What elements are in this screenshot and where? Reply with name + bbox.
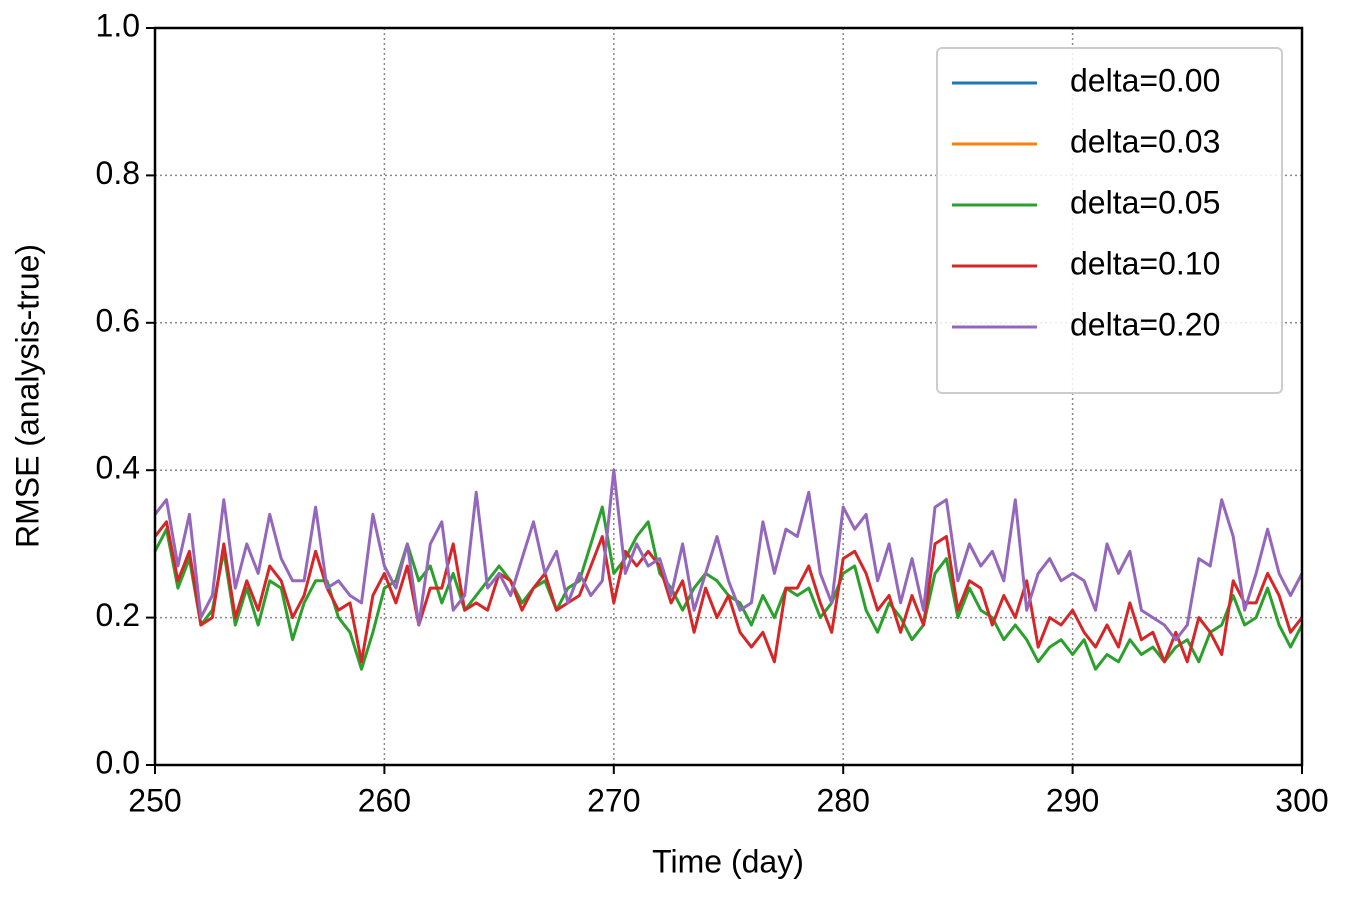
- legend-label: delta=0.10: [1070, 245, 1220, 281]
- y-tick-label: 0.2: [96, 597, 140, 633]
- legend-label: delta=0.05: [1070, 184, 1220, 220]
- legend-box: [936, 47, 1283, 394]
- y-tick-label: 1.0: [96, 7, 140, 43]
- x-tick-label: 290: [1046, 782, 1099, 818]
- y-tick-label: 0.0: [96, 744, 140, 780]
- x-tick-label: 250: [128, 782, 181, 818]
- series-line: [153, 520, 1304, 664]
- legend-label: delta=0.20: [1070, 306, 1220, 342]
- y-tick-label: 0.6: [96, 302, 140, 338]
- x-tick-label: 300: [1275, 782, 1328, 818]
- legend-label: delta=0.00: [1070, 62, 1220, 98]
- y-tick-label: 0.4: [96, 450, 140, 486]
- legend-label: delta=0.03: [1070, 123, 1220, 159]
- x-tick-label: 280: [817, 782, 870, 818]
- plot-frame: [153, 26, 1304, 767]
- y-axis-label: RMSE (analysis-true): [9, 244, 45, 548]
- x-tick-label: 270: [587, 782, 640, 818]
- x-axis-label: Time (day): [652, 843, 804, 879]
- y-tick-label: 0.8: [96, 155, 140, 191]
- series-line: [153, 468, 1304, 642]
- x-tick-label: 260: [358, 782, 411, 818]
